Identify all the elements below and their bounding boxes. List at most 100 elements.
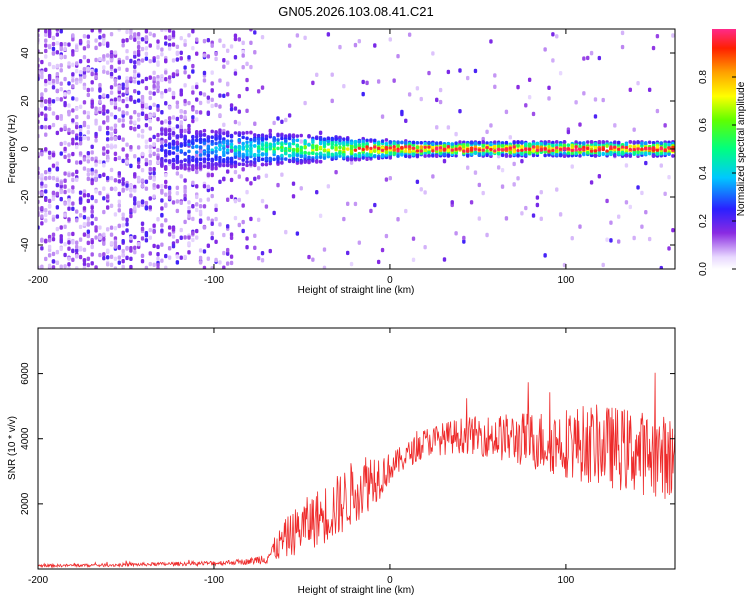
spectrogram-cell	[51, 78, 56, 84]
spectrogram-cell	[508, 146, 512, 150]
spectrogram-cell	[51, 251, 56, 257]
spectrogram-cell	[407, 32, 412, 37]
spectrogram-x-tick-label: 100	[558, 275, 575, 286]
spectrogram-cell	[86, 229, 91, 234]
spectrogram-cell	[253, 30, 257, 35]
spectrogram-cell	[113, 212, 118, 217]
spectrogram-cell	[616, 150, 621, 155]
spectrogram-cell	[98, 99, 102, 104]
spectrogram-cell	[504, 216, 509, 221]
spectrogram-cell	[156, 262, 160, 268]
spectrogram-cell	[605, 149, 609, 153]
spectrogram-cell	[63, 242, 67, 247]
spectrogram-cell	[326, 184, 331, 189]
spectrogram-cell	[82, 232, 87, 237]
spectrogram-cell	[121, 187, 125, 193]
spectrogram-cell	[156, 251, 160, 257]
spectrogram-cell	[578, 154, 582, 158]
spectrogram-cell	[249, 143, 253, 148]
spectrogram-cell	[175, 208, 180, 214]
spectrogram-cell	[82, 100, 87, 105]
spectrogram-cell	[40, 173, 44, 178]
spectrogram-cell	[620, 44, 625, 50]
spectrogram-cell	[63, 189, 67, 195]
spectrogram-cell	[59, 189, 63, 195]
spectrogram-cell	[485, 129, 489, 134]
spectrogram-cell	[202, 138, 207, 142]
spectrogram-cell	[75, 177, 79, 182]
spectrogram-cell	[167, 116, 172, 121]
spectrogram-cell	[75, 61, 79, 66]
spectrogram-cell	[373, 145, 377, 149]
spectrogram-cell	[241, 141, 245, 146]
spectrogram-cell	[86, 233, 91, 239]
spectrogram-cell	[113, 82, 118, 87]
spectrogram-cell	[195, 130, 199, 134]
spectrogram-cell	[202, 249, 207, 254]
spectrogram-cell	[160, 77, 164, 83]
spectrogram-cell	[156, 54, 160, 60]
spectrogram-cell	[160, 162, 164, 166]
spectrogram-cell	[496, 144, 501, 149]
spectrogram-cell	[206, 216, 211, 221]
spectrogram-cell	[63, 178, 67, 183]
spectrogram-cell	[334, 155, 338, 160]
spectrogram-cell	[44, 48, 48, 54]
spectrogram-cell	[647, 87, 652, 93]
spectrogram-cell	[516, 84, 520, 90]
spectrogram-cell	[109, 112, 114, 117]
spectrogram-cell	[353, 142, 358, 147]
spectrogram-cell	[171, 139, 176, 144]
spectrogram-cell	[183, 219, 187, 225]
spectrogram-cell	[133, 153, 137, 159]
spectrogram-cell	[388, 175, 392, 181]
spectrogram-cell	[129, 58, 133, 64]
spectrogram-cell	[67, 206, 71, 211]
spectrogram-cell	[640, 147, 644, 151]
spectrogram-cell	[71, 172, 75, 177]
spectrogram-cell	[462, 235, 466, 241]
spectrogram-cell	[400, 146, 404, 150]
spectrogram-cell	[411, 146, 416, 150]
spectrogram-cell	[148, 149, 152, 154]
spectrogram-cell	[75, 240, 79, 245]
spectrogram-cell	[102, 172, 106, 178]
spectrogram-cell	[253, 176, 257, 181]
spectrogram-cell	[636, 185, 640, 190]
spectrogram-cell	[75, 68, 79, 74]
spectrogram-cell	[520, 151, 524, 156]
spectrogram-cell	[245, 108, 249, 114]
spectrogram-cell	[102, 252, 106, 257]
spectrogram-cell	[342, 137, 346, 142]
spectrogram-cell	[206, 256, 211, 261]
spectrogram-cell	[322, 153, 327, 157]
spectrogram-cell	[90, 167, 94, 173]
spectrogram-cell	[264, 173, 269, 178]
spectrogram-cell	[264, 148, 269, 153]
spectrogram-cell	[55, 249, 60, 255]
spectrogram-cell	[233, 33, 238, 38]
spectrogram-cell	[90, 150, 94, 155]
spectrogram-cell	[121, 59, 125, 65]
spectrogram-cell	[144, 113, 149, 119]
spectrogram-cell	[187, 241, 191, 246]
colorbar-tick-label: 0.6	[698, 118, 709, 132]
spectrogram-cell	[109, 100, 114, 106]
spectrogram-cell	[287, 43, 292, 48]
spectrogram-cell	[109, 262, 114, 268]
spectrogram-cell	[202, 164, 207, 169]
spectrogram-cell	[671, 154, 675, 158]
spectrogram-cell	[129, 29, 133, 33]
spectrogram-cell	[171, 33, 176, 38]
spectrogram-cell	[245, 156, 249, 161]
spectrogram-cell	[191, 46, 195, 51]
spectrogram-cell	[94, 169, 98, 174]
spectrogram-cell	[113, 50, 118, 55]
spectrogram-cell	[241, 203, 245, 208]
spectrogram-cell	[361, 139, 365, 144]
spectrogram-cell	[40, 265, 44, 269]
spectrogram-cell	[407, 154, 412, 159]
spectrogram-cell	[140, 128, 145, 134]
spectrogram-cell	[210, 186, 214, 192]
spectrogram-cell	[543, 253, 547, 258]
